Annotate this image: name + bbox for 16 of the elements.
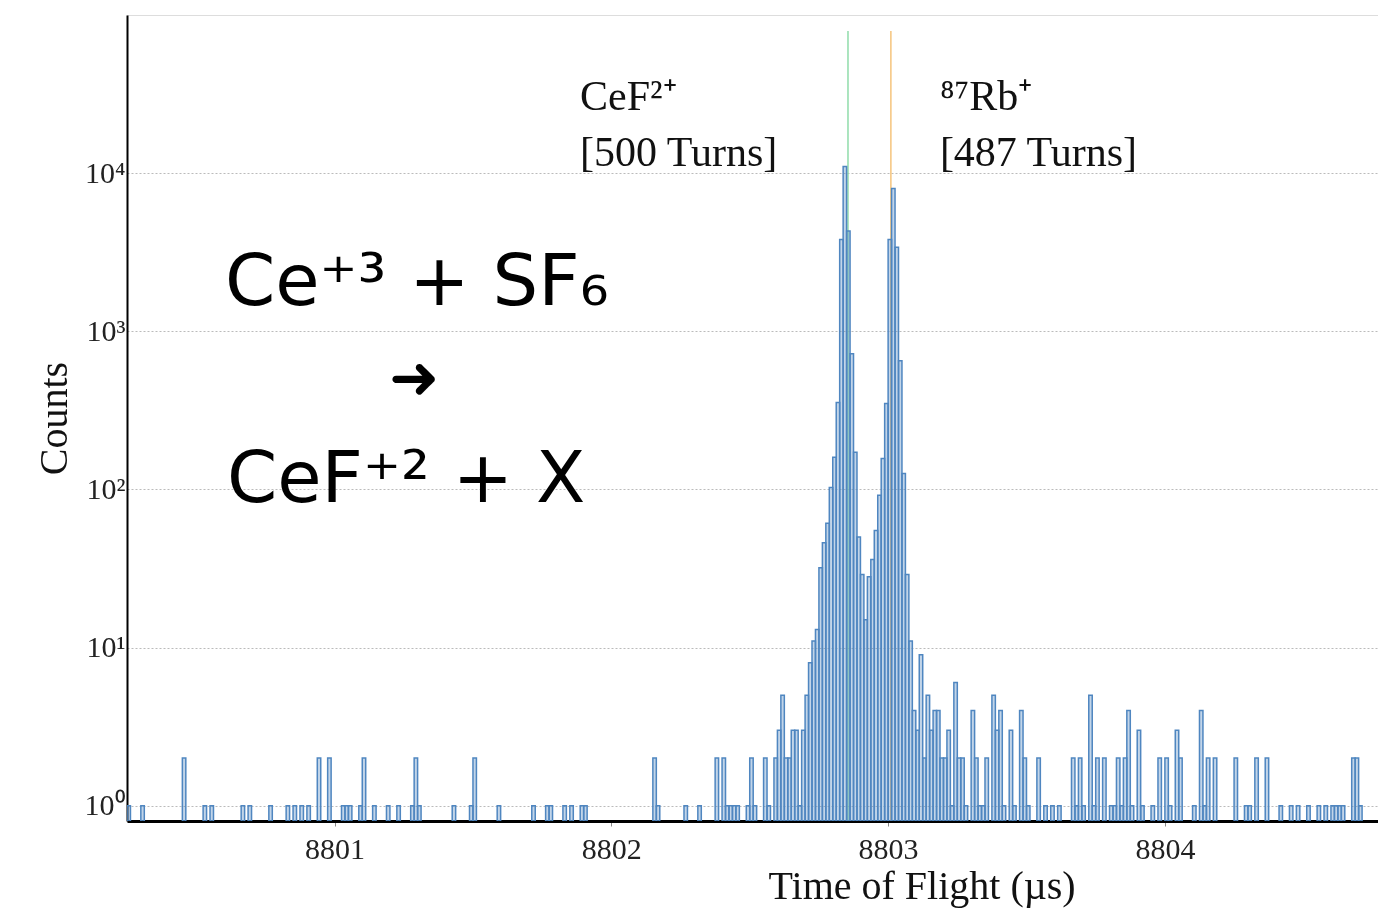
x-tick-label: 8802 <box>581 831 642 865</box>
y-tick-label: 10⁰ <box>84 788 126 822</box>
annotation: ➜ <box>389 342 440 412</box>
x-tick-label: 8804 <box>1135 831 1196 865</box>
y-tick-label: 10⁴ <box>85 155 126 189</box>
x-tick-label: 8803 <box>858 831 919 865</box>
annotation: Ce⁺³ + SF₆ <box>225 238 609 322</box>
x-axis-title: Time of Flight (µs) <box>768 862 1076 908</box>
y-tick-label: 10¹ <box>86 630 126 664</box>
annotation: CeF⁺² + X <box>227 435 586 519</box>
ref-line-label: CeF²⁺ [500 Turns] <box>579 73 778 175</box>
x-tick-label: 8801 <box>305 831 366 865</box>
y-tick-label: 10² <box>86 471 126 505</box>
ref-line-label: ⁸⁷Rb⁺ [487 Turns] <box>939 73 1138 175</box>
y-axis-title: Counts <box>30 361 76 476</box>
y-tick-label: 10³ <box>86 313 126 347</box>
